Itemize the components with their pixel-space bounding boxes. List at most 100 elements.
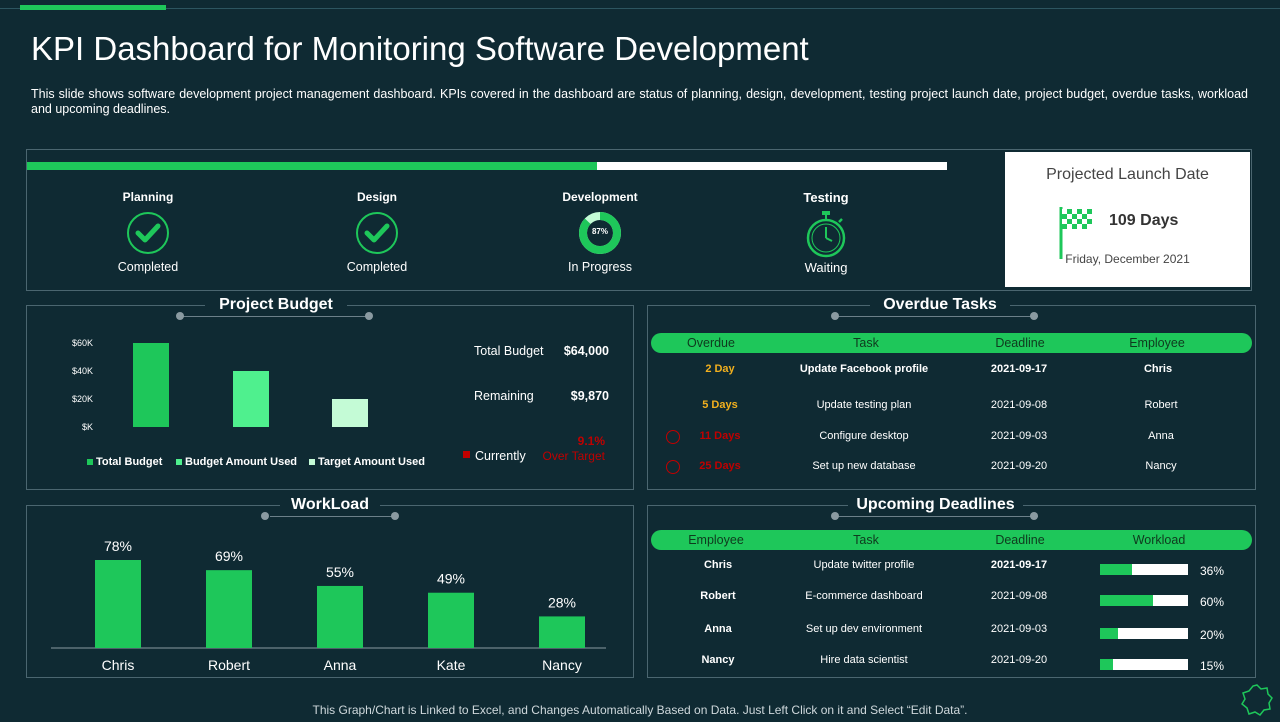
y-tick-label: $60K bbox=[72, 338, 93, 348]
task-name: Update testing plan bbox=[816, 399, 912, 411]
stage-planning: Planning Completed bbox=[73, 190, 223, 274]
overall-progress-track bbox=[27, 162, 947, 170]
header-dot bbox=[831, 312, 839, 320]
budget-bar bbox=[133, 343, 169, 427]
workload-bar bbox=[95, 560, 141, 648]
legend-total-budget: Total Budget bbox=[87, 456, 162, 468]
alert-circle-icon bbox=[666, 430, 680, 444]
task-employee: Anna bbox=[1148, 430, 1174, 442]
stage-testing: Testing Waiting bbox=[751, 190, 901, 275]
employee-name: Anna bbox=[704, 623, 732, 635]
task-name: Update Facebook profile bbox=[799, 363, 929, 375]
legend-swatch bbox=[87, 459, 93, 466]
stopwatch-icon bbox=[803, 210, 849, 258]
workload-bar-track bbox=[1100, 595, 1188, 606]
y-tick-label: $20K bbox=[72, 394, 93, 404]
upcoming-deadlines-panel: Upcoming Deadlines Employee Task Deadlin… bbox=[647, 496, 1256, 678]
bar-value-label: 55% bbox=[326, 564, 354, 580]
y-tick-label: $K bbox=[82, 422, 93, 432]
header-rule bbox=[270, 516, 397, 517]
col-header-employee: Employee bbox=[1129, 336, 1185, 350]
workload-bar-track bbox=[1100, 659, 1188, 670]
header-rule bbox=[838, 316, 1038, 317]
task-name: E-commerce dashboard bbox=[805, 590, 923, 602]
overdue-days: 11 Days bbox=[699, 430, 741, 442]
header-rule bbox=[838, 516, 1038, 517]
legend-label: Total Budget bbox=[96, 456, 163, 468]
workload-bar-chart: 78% Chris 69% Robert 55% Anna 49% Kate 28% Nancy bbox=[51, 538, 606, 673]
overdue-days: 5 Days bbox=[702, 399, 738, 411]
bar-value-label: 78% bbox=[104, 538, 132, 554]
task-deadline: 2021-09-08 bbox=[990, 399, 1048, 411]
currently-marker bbox=[463, 451, 470, 458]
header-dot bbox=[391, 512, 399, 520]
check-circle-icon bbox=[125, 210, 171, 256]
legend-swatch bbox=[176, 459, 182, 466]
over-target-percent: 9.1% bbox=[577, 434, 605, 448]
task-deadline: 2021-09-20 bbox=[990, 654, 1048, 666]
stage-status: Completed bbox=[346, 260, 408, 274]
legend-target-used: Target Amount Used bbox=[309, 456, 425, 468]
overdue-tasks-title: Overdue Tasks bbox=[870, 296, 1010, 314]
task-name: Update twitter profile bbox=[813, 559, 915, 571]
legend-label: Budget Amount Used bbox=[185, 456, 298, 468]
task-employee: Chris bbox=[1143, 363, 1173, 375]
development-percent-label: 87% bbox=[591, 227, 608, 236]
workload-bar bbox=[539, 616, 585, 648]
workload-bar-track bbox=[1100, 628, 1188, 639]
workload-percent: 15% bbox=[1200, 659, 1225, 673]
workload-percent: 20% bbox=[1200, 628, 1225, 642]
progress-donut-icon: 87% bbox=[577, 210, 623, 256]
budget-bar-chart: $60K $40K $20K $K bbox=[72, 338, 368, 432]
x-tick-label: Chris bbox=[102, 657, 135, 673]
workload-percent: 60% bbox=[1200, 595, 1225, 609]
task-deadline: 2021-09-03 bbox=[990, 430, 1048, 442]
upcoming-deadlines-title: Upcoming Deadlines bbox=[848, 496, 1023, 514]
col-header-employee: Employee bbox=[688, 533, 744, 547]
x-tick-label: Nancy bbox=[542, 657, 582, 673]
header-dot bbox=[1030, 512, 1038, 520]
legend-label: Target Amount Used bbox=[318, 456, 425, 468]
bar-value-label: 69% bbox=[215, 548, 243, 564]
workload-bar-fill bbox=[1100, 595, 1153, 606]
x-tick-label: Kate bbox=[437, 657, 466, 673]
header-dot bbox=[365, 312, 373, 320]
x-tick-label: Anna bbox=[324, 657, 357, 673]
employee-name: Nancy bbox=[701, 654, 735, 666]
task-deadline: 2021-09-03 bbox=[990, 623, 1048, 635]
stage-status: Completed bbox=[117, 260, 179, 274]
workload-panel: WorkLoad 78% Chris 69% Robert 55% Anna 49% Kate… bbox=[26, 496, 634, 678]
bar-value-label: 28% bbox=[548, 594, 576, 610]
task-employee: Robert bbox=[1144, 399, 1178, 411]
stage-development: Development 87% In Progress bbox=[525, 190, 675, 274]
overdue-tasks-panel: Overdue Tasks Overdue Task Deadline Empl… bbox=[647, 296, 1256, 490]
remaining-value: $9,870 bbox=[570, 389, 609, 403]
workload-bar bbox=[206, 570, 252, 648]
gear-outline-icon bbox=[1240, 683, 1274, 722]
footer-note: This Graph/Chart is Linked to Excel, and… bbox=[312, 703, 968, 717]
stage-name: Development bbox=[562, 190, 638, 204]
col-header-task: Task bbox=[853, 533, 879, 547]
remaining-label: Remaining bbox=[474, 389, 534, 403]
stage-design: Design Completed bbox=[302, 190, 452, 274]
launch-date: Friday, December 2021 bbox=[1065, 252, 1190, 266]
workload-bar bbox=[428, 592, 474, 648]
bar-value-label: 49% bbox=[437, 571, 465, 587]
check-circle-icon bbox=[354, 210, 400, 256]
col-header-workload: Workload bbox=[1132, 533, 1186, 547]
top-divider-line bbox=[0, 8, 1280, 9]
col-header-overdue: Overdue bbox=[687, 336, 735, 350]
task-deadline: 2021-09-17 bbox=[990, 363, 1048, 375]
workload-title: WorkLoad bbox=[280, 496, 380, 514]
total-budget-value: $64,000 bbox=[563, 344, 609, 358]
header-dot bbox=[176, 312, 184, 320]
employee-name: Chris bbox=[703, 559, 733, 571]
launch-title: Projected Launch Date bbox=[1046, 166, 1209, 183]
task-name: Set up dev environment bbox=[805, 623, 923, 635]
budget-bar bbox=[332, 399, 368, 427]
task-name: Hire data scientist bbox=[820, 654, 908, 666]
workload-bar-fill bbox=[1100, 628, 1118, 639]
header-dot bbox=[831, 512, 839, 520]
task-deadline: 2021-09-20 bbox=[990, 460, 1048, 472]
currently-label: Currently bbox=[475, 449, 526, 463]
